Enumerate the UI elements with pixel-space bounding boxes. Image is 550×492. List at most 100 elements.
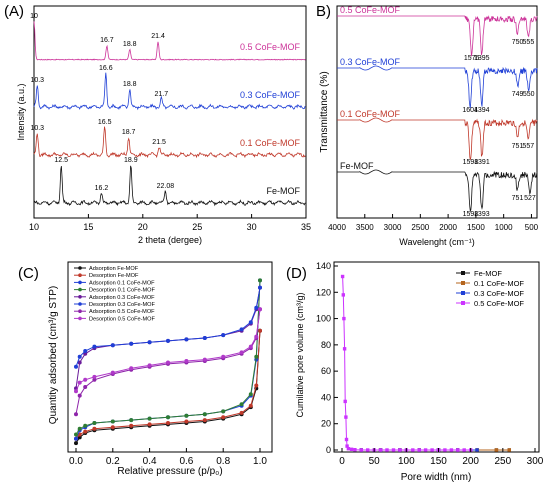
panel-a-plot-frame <box>33 5 307 219</box>
panel-b-band-label: 527 <box>524 195 536 202</box>
panel-b-x-tick-label: 3000 <box>384 223 402 232</box>
panel-c-data-point <box>166 360 170 365</box>
panel-d-x-tick-label: 0 <box>339 456 345 467</box>
panel-d-data-point <box>343 399 347 404</box>
panel-d-legend-marker <box>461 291 465 295</box>
panel-c-data-point <box>77 393 82 398</box>
panel-b-series-line <box>337 65 538 109</box>
panel-a-x-tick-label: 25 <box>192 222 202 232</box>
panel-c-data-point <box>248 320 253 325</box>
panel-a-series-name: 0.3 CoFe-MOF <box>240 90 301 100</box>
panel-b-x-tick-label: 3500 <box>356 223 374 232</box>
panel-a-series-line <box>33 72 306 111</box>
panel-c-data-point <box>202 336 207 340</box>
panel-c-data-point <box>92 426 97 431</box>
panel-d-data-point <box>430 448 434 452</box>
panel-b-band-label: 555 <box>523 39 535 46</box>
panel-d-x-tick-label: 50 <box>369 456 381 467</box>
panel-c-data-point <box>92 377 97 382</box>
panel-c-data-point <box>147 340 152 345</box>
panel-c-data-point <box>74 412 78 417</box>
panel-c-data-point <box>83 351 88 356</box>
panel-c-x-ticks: 0.0 0.2 0.4 0.6 0.8 1.0 <box>69 448 267 467</box>
panel-d-data-point <box>378 448 383 452</box>
panel-b-band-label: 751 <box>512 195 524 202</box>
panel-c-data-point <box>77 426 82 431</box>
panel-c-data-point <box>77 380 82 385</box>
panel-d-y-axis-label: Cumilative pore volume (cm³/g) <box>295 292 305 417</box>
panel-a-peak-label: 10.3 <box>30 125 44 132</box>
panel-c-data-point <box>110 370 115 375</box>
panel-a-peak-label: 18.9 <box>124 157 138 164</box>
panel-c-data-point <box>221 415 226 420</box>
panel-c-data-point <box>184 337 189 342</box>
panel-c-data-point <box>184 359 189 363</box>
panel-c-data-point <box>202 418 207 423</box>
panel-a-series: 0.5 CoFe-MOF 10 16.7 18.8 21.4 0.3 CoFe-MOF 10… <box>30 13 306 207</box>
panel-c-data-point <box>258 278 262 283</box>
panel-d-legend-label: Fe-MOF <box>474 269 502 278</box>
panel-c-data-point <box>221 409 226 414</box>
panel-d-data-point <box>507 448 511 452</box>
panel-d-data-point <box>391 448 396 452</box>
panel-b-band-label: 1598 <box>463 211 479 218</box>
panel-a-peak-label: 21.5 <box>152 139 166 146</box>
panel-c-data-point <box>83 423 88 428</box>
panel-d-data-point <box>359 448 363 452</box>
panel-d-y-tick-label: 20 <box>321 419 331 429</box>
panel-b-band-label: 750 <box>512 39 524 46</box>
panel-c-legend-marker <box>78 273 82 278</box>
panel-a-peak-label: 22.08 <box>157 183 175 190</box>
panel-d-y-tick-label: 80 <box>321 340 331 350</box>
panel-c-data-point <box>166 338 170 343</box>
panel-c-data-point <box>239 327 244 332</box>
panel-b-band-label: 1393 <box>474 211 490 218</box>
panel-c-data-point <box>239 350 244 355</box>
panel-d-data-point <box>344 437 349 442</box>
panel-c-data-point <box>258 307 262 312</box>
panel-c-data-point <box>254 334 259 339</box>
panel-c-data-point <box>239 410 244 415</box>
panel-c-legend-marker <box>78 266 82 270</box>
panel-b-x-tick-label: 500 <box>525 223 539 232</box>
panel-d-series-line <box>342 276 471 451</box>
panel-c-legend-marker <box>78 287 82 292</box>
panel-b-band-label: 550 <box>523 91 535 98</box>
panel-d-x-tick-label: 300 <box>527 456 544 467</box>
panel-b-band-label: 1576 <box>464 55 480 62</box>
panel-c-data-point <box>239 402 244 407</box>
panel-d-y-tick-label: 100 <box>316 314 331 324</box>
panel-c-x-tick-label: 0.8 <box>216 456 230 467</box>
panel-d-data-point <box>456 448 460 452</box>
panel-a-series-name: 0.5 CoFe-MOF <box>240 42 301 52</box>
panel-b-band-label: 1395 <box>474 55 490 62</box>
panel-c-data-point <box>83 385 88 389</box>
panel-b-x-tick-label: 1500 <box>467 223 485 232</box>
panel-a-peak-label: 16.2 <box>95 185 109 192</box>
panel-c-data-point <box>77 360 82 365</box>
panel-c-data-point <box>147 363 152 368</box>
panel-c-data-point <box>202 412 207 417</box>
panel-d-data-point <box>346 447 351 451</box>
panel-c-data-point <box>92 344 97 349</box>
panel-a-peak-label: 18.8 <box>123 81 137 88</box>
panel-c-legend-marker <box>78 280 82 285</box>
panel-b-x-axis-label: Wavelenght (cm⁻¹) <box>399 237 474 247</box>
panel-b-series-line <box>337 117 538 160</box>
panel-a-peak-label: 10 <box>30 13 38 20</box>
panel-b-x-tick-label: 2500 <box>411 223 429 232</box>
panel-d-data-point <box>342 316 346 321</box>
panel-c-data-point <box>129 366 134 371</box>
panel-c-data-point <box>74 389 78 394</box>
panel-b-band-label: 1604 <box>462 107 478 114</box>
panel-c-data-point <box>258 285 262 290</box>
panel-c-data-point <box>110 419 115 424</box>
panel-c-legend-marker <box>78 295 82 299</box>
panel-c-data-point <box>74 441 78 446</box>
panel-b-x-tick-label: 4000 <box>328 223 346 232</box>
panel-d-x-ticks: 0 50 100 150 200 250 300 <box>339 448 544 467</box>
